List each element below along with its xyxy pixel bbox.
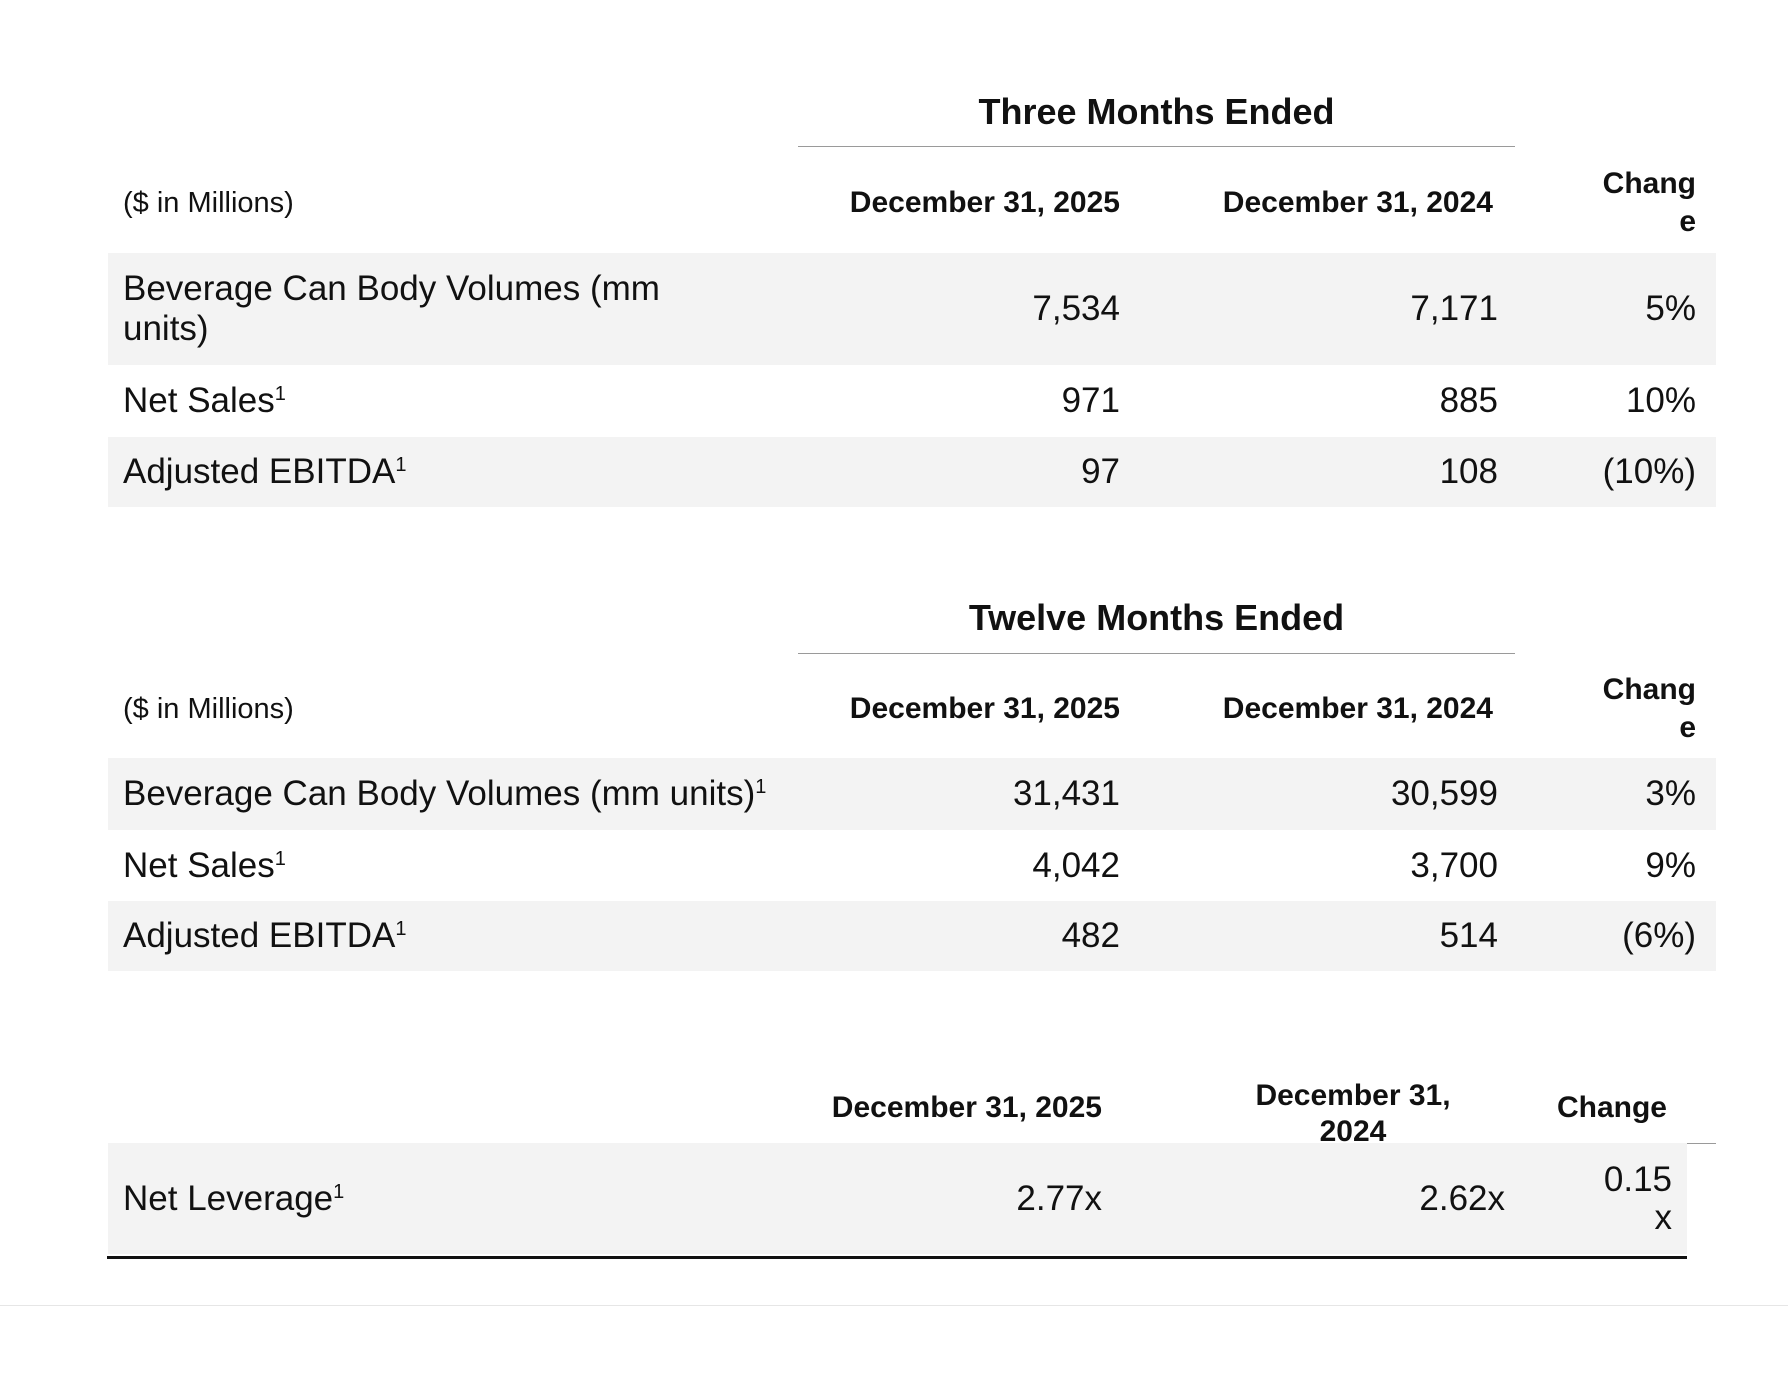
column-header: December 31, 2024 (1222, 186, 1493, 219)
footnote-mark: 1 (274, 383, 286, 405)
value: 97 (1081, 452, 1120, 491)
value: 5% (1645, 289, 1696, 328)
row-label: Adjusted EBITDA1 (123, 901, 843, 971)
value: 3,700 (1410, 845, 1498, 885)
row-band (108, 253, 1716, 365)
bottom-rule (107, 1256, 1687, 1259)
value: 2.77x (1016, 1178, 1102, 1218)
column-header: Change (1602, 673, 1696, 744)
row-label-text: Adjusted EBITDA1 (123, 916, 407, 955)
footnote-mark: 1 (755, 776, 767, 798)
row-label-text: Beverage Can Body Volumes (mm units) (123, 269, 660, 348)
row-band (108, 437, 1716, 507)
row-label-text: Net Sales1 (123, 381, 286, 420)
row-label-text: Adjusted EBITDA1 (123, 452, 407, 491)
table-title: Twelve Months Ended (968, 597, 1345, 638)
row-label: Beverage Can Body Volumes (mm units) (123, 253, 743, 365)
value: 30,599 (1390, 774, 1498, 813)
footnote-mark: 1 (395, 918, 407, 940)
row-band (108, 1143, 1687, 1254)
row-label: Net Leverage1 (123, 1143, 743, 1254)
column-header: December 31, 2025 (849, 186, 1120, 219)
column-header: December 31, 2025 (849, 692, 1120, 725)
column-header: December 31, 2024 (1255, 1079, 1451, 1143)
page-edge-rule (0, 1305, 1788, 1306)
column-header: December 31, 2025 (831, 1091, 1102, 1124)
value: 0.15x (1603, 1159, 1672, 1237)
value: (10%) (1602, 452, 1696, 491)
value: 2.62x (1419, 1178, 1505, 1218)
value: 108 (1439, 452, 1498, 491)
value: 514 (1439, 916, 1498, 955)
value: 7,171 (1410, 289, 1498, 328)
column-header: Change (1556, 1091, 1667, 1124)
column-header: December 31, 2024 (1222, 692, 1493, 725)
value: 7,534 (1032, 289, 1120, 328)
row-label: Beverage Can Body Volumes (mm units)1 (123, 758, 843, 830)
value: 31,431 (1012, 774, 1120, 813)
value: 482 (1061, 916, 1120, 955)
title-rule (798, 653, 1515, 654)
row-label-text: Net Leverage1 (123, 1178, 345, 1218)
value: 9% (1645, 845, 1696, 885)
row-label: Adjusted EBITDA1 (123, 437, 743, 507)
row-label-text: Net Sales1 (123, 845, 286, 885)
footnote-mark: 1 (333, 1180, 345, 1203)
value: 4,042 (1032, 845, 1120, 885)
value: 3% (1645, 774, 1696, 813)
row-band (108, 758, 1716, 830)
row-label: Net Sales1 (123, 365, 743, 437)
footnote-mark: 1 (274, 847, 286, 870)
value: (6%) (1622, 916, 1696, 955)
table-title: Three Months Ended (978, 91, 1335, 132)
value: 10% (1625, 381, 1696, 420)
row-band (108, 901, 1716, 971)
footnote-mark: 1 (395, 454, 407, 476)
value: 885 (1439, 381, 1498, 420)
unit-label: ($ in Millions) (123, 692, 294, 725)
column-header: Change (1602, 167, 1696, 238)
title-rule (798, 146, 1515, 147)
row-label: Net Sales1 (123, 830, 843, 901)
unit-label: ($ in Millions) (123, 186, 294, 219)
value: 971 (1061, 381, 1120, 420)
row-label-text: Beverage Can Body Volumes (mm units)1 (123, 774, 767, 813)
